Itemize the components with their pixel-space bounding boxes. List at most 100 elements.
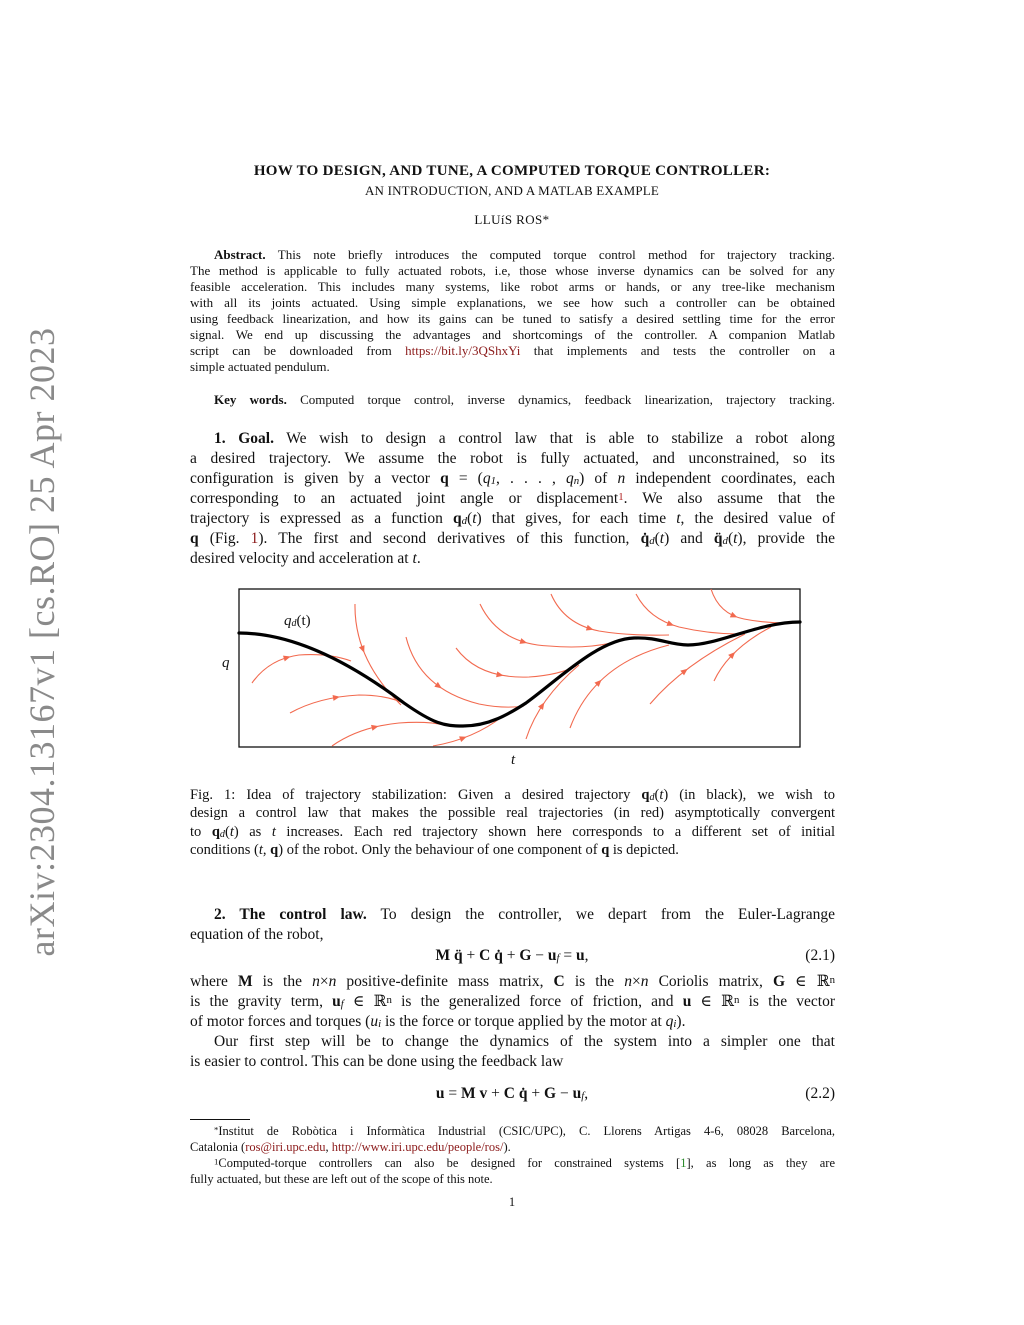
link[interactable]: 1	[250, 530, 259, 547]
real-trajectory	[710, 588, 788, 624]
abstract: Abstract. This note briefly introduces t…	[190, 247, 835, 375]
section-goal: 1. Goal. We wish to design a control law…	[190, 429, 835, 569]
link[interactable]: ros@iri.upc.edu	[245, 1140, 326, 1154]
arrowhead-icon	[332, 694, 340, 701]
desired-trajectory	[237, 620, 802, 728]
footnote-1: 1Computed-torque controllers can also be…	[190, 1155, 835, 1187]
text-i: n	[640, 973, 649, 990]
text-b: q	[641, 787, 650, 803]
figure-canvas	[237, 588, 802, 748]
text: =	[559, 947, 577, 964]
equation-2-1: M q̈ + C q̇ + G − uf = u, (2.1)	[190, 946, 835, 966]
text-b: C	[553, 973, 565, 990]
text-line: conditions (t, q) of the robot. Only the…	[190, 841, 835, 859]
figure-frame	[238, 588, 801, 748]
text-i: q	[665, 1013, 674, 1030]
text-sub: d	[649, 792, 655, 803]
text-b: u	[547, 947, 557, 964]
text: Computed-torque controllers can also be …	[218, 1156, 681, 1170]
arrowhead-icon	[434, 681, 442, 689]
text: +	[462, 947, 480, 964]
text-line: is easier to control. This can be done u…	[190, 1052, 835, 1072]
text-i: u	[370, 1013, 379, 1030]
text-b: q̈	[713, 530, 723, 547]
text-sup: n	[734, 993, 740, 1006]
text-line: a desired trajectory. We assume the robo…	[190, 449, 835, 469]
text-line: Key words. Computed torque control, inve…	[190, 392, 835, 408]
text: using feedback linearization, and how it…	[190, 311, 835, 326]
keywords: Key words. Computed torque control, inve…	[190, 392, 835, 408]
text: (Fig.	[198, 530, 251, 547]
text: This note briefly introduces the compute…	[265, 247, 835, 262]
text-b: u	[576, 947, 585, 964]
text-line: feasible acceleration. This includes man…	[190, 279, 835, 295]
arrowhead-icon	[283, 655, 291, 662]
text: a desired trajectory. We assume the robo…	[190, 450, 835, 467]
text: ) (in black), we wish to	[663, 787, 835, 803]
text: Our first step will be to change the dyn…	[214, 1033, 835, 1050]
arrowhead-icon	[728, 651, 736, 660]
text: ∈ ℝ	[785, 973, 830, 990]
label-subscript: d	[291, 618, 297, 629]
real-trajectory	[289, 694, 408, 714]
text: (	[727, 530, 734, 547]
text: ) as	[233, 823, 272, 840]
text: script can be downloaded from	[190, 343, 406, 358]
text: = (	[448, 470, 483, 487]
text-line: of motor forces and torques (ui is the f…	[190, 1012, 835, 1032]
label-q: q	[284, 613, 292, 629]
real-trajectory	[455, 647, 577, 678]
text: where	[190, 973, 238, 990]
text-b: C	[479, 947, 491, 964]
real-trajectory	[405, 636, 525, 708]
text: (	[467, 510, 473, 527]
text: of motor forces and torques (	[190, 1013, 371, 1030]
label-arg: (t)	[296, 613, 311, 629]
arrowhead-icon	[729, 611, 738, 618]
text: (	[654, 530, 660, 547]
text: To design the controller, we depart from…	[366, 906, 835, 923]
text-b: G	[773, 973, 786, 990]
link[interactable]: https://bit.ly/3QShxYi	[405, 343, 521, 358]
text: Coriolis matrix,	[648, 973, 774, 990]
text-b: q	[601, 841, 610, 858]
text-b: v	[479, 1085, 488, 1102]
text: −	[531, 947, 548, 964]
text: Catalonia (	[190, 1140, 246, 1154]
text-b: q	[211, 823, 220, 840]
text-line: corresponding to an actuated joint angle…	[190, 489, 835, 509]
text: equation of the robot,	[190, 926, 324, 943]
real-trajectory	[713, 626, 772, 682]
text-i: n	[617, 470, 626, 487]
text-sub: d	[219, 828, 225, 840]
text-line: q (Fig. 1). The first and second derivat…	[190, 529, 835, 549]
text: feasible acceleration. This includes man…	[190, 279, 835, 294]
text: ) of the robot. Only the behaviour of on…	[278, 841, 602, 858]
link[interactable]: 1	[680, 1156, 687, 1170]
link[interactable]: http://www.iri.upc.edu/people/ros/	[331, 1140, 504, 1154]
real-trajectory	[251, 654, 352, 684]
text: increases. Each red trajectory shown her…	[275, 823, 835, 840]
text: with all its joints actuated. Using simp…	[190, 295, 835, 310]
real-trajectory	[525, 664, 580, 740]
y-axis-label: q	[222, 655, 230, 671]
text-sub: d	[461, 515, 468, 528]
text-line: *Institut de Robòtica i Informàtica Indu…	[190, 1123, 835, 1139]
text: =	[444, 1085, 462, 1102]
real-trajectory	[354, 603, 402, 706]
text-b: C	[503, 1085, 516, 1102]
text-line: using feedback linearization, and how it…	[190, 311, 835, 327]
text: +	[527, 1085, 545, 1102]
text: ).	[503, 1140, 511, 1154]
text-line: to qd(t) as t increases. Each red trajec…	[190, 823, 835, 841]
text-b: q	[440, 470, 449, 487]
text-b: q	[452, 510, 462, 527]
text-line: is the gravity term, uf ∈ ℝn is the gene…	[190, 992, 835, 1012]
text-line: simple actuated pendulum.	[190, 359, 835, 375]
text: simple actuated pendulum.	[190, 359, 330, 374]
arrowhead-icon	[537, 702, 545, 710]
link[interactable]: 1	[618, 490, 624, 503]
text: independent coordinates, each	[625, 470, 836, 487]
text-i: t	[659, 787, 664, 803]
